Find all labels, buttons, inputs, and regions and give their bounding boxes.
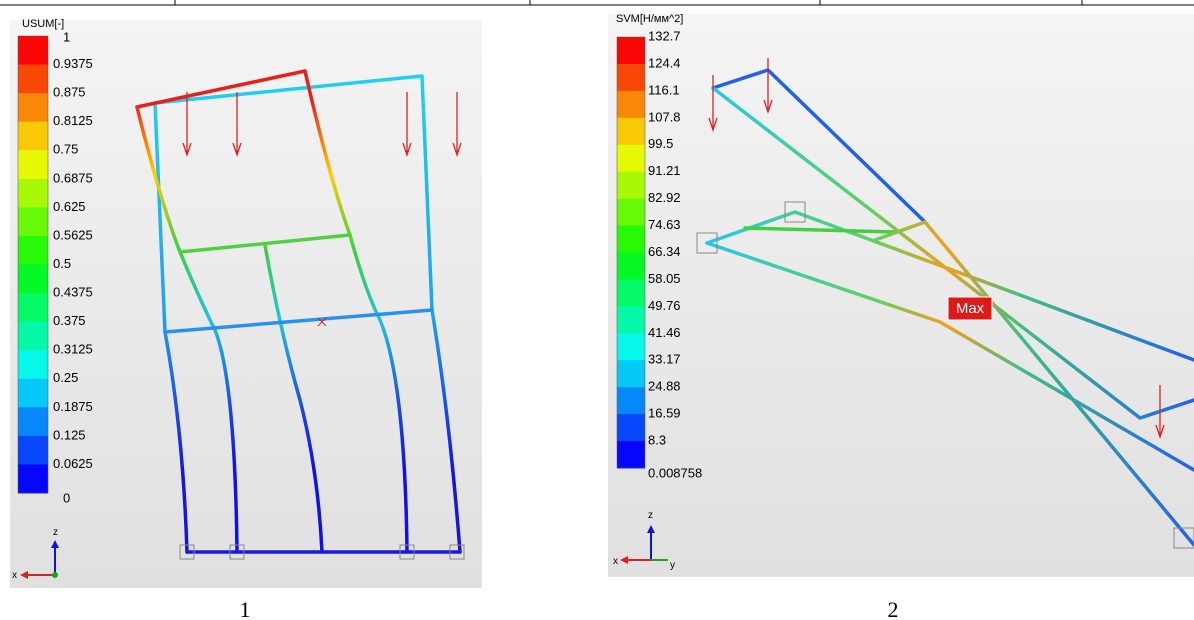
legend-label: 24.88	[648, 379, 681, 394]
viewport	[608, 14, 1194, 577]
color-band	[18, 179, 48, 208]
legend-label: 0.1875	[53, 399, 93, 414]
legend-label: 0.6875	[53, 170, 93, 185]
legend-label: 74.63	[648, 217, 681, 232]
legend-label: 0.0625	[53, 456, 93, 471]
legend-label: 0.75	[53, 142, 78, 157]
legend-label: 0.625	[53, 199, 86, 214]
axis-label: x	[613, 556, 618, 567]
legend-title: SVM[Н/мм^2]	[616, 13, 683, 25]
axis-label: z	[53, 527, 58, 538]
color-band	[617, 37, 645, 64]
color-band	[18, 207, 48, 236]
legend-label: 0.008758	[648, 465, 702, 480]
page: z x USUM[-] 1 0.9375 0.875 0.8125 0.75 0.6875…	[0, 0, 1194, 620]
legend-label: 0.5625	[53, 227, 93, 242]
caption: 2	[888, 597, 899, 620]
legend-label: 41.46	[648, 325, 681, 340]
color-band	[18, 464, 48, 493]
color-band	[18, 236, 48, 265]
color-band	[617, 279, 645, 306]
color-band	[18, 93, 48, 122]
axis-label: x	[12, 570, 17, 581]
color-band	[617, 306, 645, 333]
legend-label: 0.875	[53, 85, 86, 100]
color-band	[617, 91, 645, 118]
legend-label: 0.375	[53, 313, 86, 328]
legend-label: 0.125	[53, 427, 86, 442]
legend-label: 66.34	[648, 244, 681, 259]
legend-label: 116.1	[648, 82, 680, 97]
legend-label: 0.9375	[53, 56, 93, 71]
color-band	[617, 172, 645, 199]
legend-label: 16.59	[648, 406, 681, 421]
color-band	[617, 441, 645, 468]
caption: 1	[240, 597, 251, 620]
legend-label: 0.3125	[53, 342, 93, 357]
legend-label: 58.05	[648, 271, 681, 286]
legend-label: 107.8	[648, 109, 681, 124]
color-band	[617, 253, 645, 280]
viewport	[10, 20, 482, 588]
max-label: Max	[956, 300, 985, 317]
color-band	[18, 122, 48, 151]
color-band	[18, 293, 48, 322]
color-band	[18, 379, 48, 408]
legend-label: 91.21	[648, 163, 681, 178]
color-band	[617, 118, 645, 145]
color-band	[617, 145, 645, 172]
color-band	[617, 387, 645, 414]
color-band	[18, 350, 48, 379]
color-band	[617, 360, 645, 387]
legend-label: 33.17	[648, 352, 681, 367]
color-band	[617, 64, 645, 91]
color-band	[18, 36, 48, 65]
legend-label: 0.4375	[53, 285, 93, 300]
color-band	[18, 65, 48, 94]
legend-label: 0.8125	[53, 113, 93, 128]
table-border	[0, 0, 1194, 5]
legend-label: 1	[63, 29, 70, 44]
color-band	[18, 265, 48, 294]
color-band	[18, 407, 48, 436]
axis-label: y	[670, 560, 675, 571]
legend-label: 124.4	[648, 55, 681, 70]
axis-label: z	[648, 510, 653, 521]
legend-label: 82.92	[648, 190, 681, 205]
color-band	[617, 226, 645, 253]
legend-label: 132.7	[648, 28, 681, 43]
figure: z x USUM[-] 1 0.9375 0.875 0.8125 0.75 0.6875…	[0, 0, 1194, 620]
legend-label: 99.5	[648, 136, 673, 151]
legend-title: USUM[-]	[22, 18, 64, 30]
color-band	[617, 414, 645, 441]
color-band	[617, 333, 645, 360]
color-band	[18, 322, 48, 351]
legend-label: 0.5	[53, 256, 71, 271]
legend-label: 8.3	[648, 433, 666, 448]
legend-label: 0	[63, 490, 70, 505]
color-band	[18, 436, 48, 465]
color-band	[18, 150, 48, 179]
legend-label: 49.76	[648, 298, 681, 313]
legend-label: 0.25	[53, 370, 78, 385]
color-band	[617, 199, 645, 226]
